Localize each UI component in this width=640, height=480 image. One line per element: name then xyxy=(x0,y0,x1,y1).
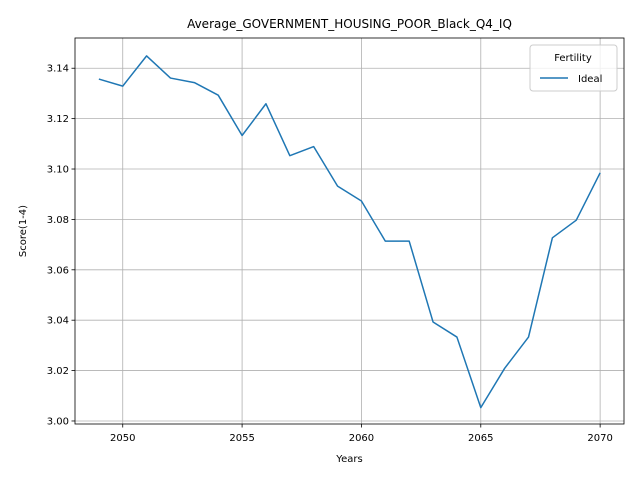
y-tick-label: 3.00 xyxy=(47,416,69,427)
x-tick-label: 2065 xyxy=(468,433,493,444)
legend: Fertility Ideal xyxy=(529,44,618,92)
x-tick-label: 2055 xyxy=(229,433,254,444)
grid-lines xyxy=(75,38,624,424)
legend-label: Ideal xyxy=(578,74,602,85)
y-tick-label: 3.12 xyxy=(47,114,69,125)
x-tick-label: 2070 xyxy=(587,433,612,444)
x-tick-label: 2060 xyxy=(349,433,374,444)
y-tick-label: 3.02 xyxy=(47,366,69,377)
chart-title: Average_GOVERNMENT_HOUSING_POOR_Black_Q4… xyxy=(187,17,512,31)
y-tick-label: 3.06 xyxy=(47,265,69,276)
plot-frame xyxy=(74,37,625,425)
x-axis-label: Years xyxy=(335,454,362,465)
y-tick-label: 3.08 xyxy=(47,215,69,226)
y-tick-label: 3.04 xyxy=(47,316,69,327)
legend-title: Fertility xyxy=(554,53,592,64)
legend-box xyxy=(529,44,618,92)
y-axis-ticks: 3.00 3.02 3.04 3.06 3.08 3.10 3.12 3.14 xyxy=(47,64,75,427)
y-tick-label: 3.14 xyxy=(47,64,69,75)
x-axis-ticks: 2050 2055 2060 2065 2070 xyxy=(110,424,613,444)
series-line-ideal xyxy=(98,55,601,409)
y-tick-label: 3.10 xyxy=(47,165,69,176)
series-group xyxy=(98,55,601,409)
y-axis-label: Score(1-4) xyxy=(18,205,29,257)
x-tick-label: 2050 xyxy=(110,433,135,444)
